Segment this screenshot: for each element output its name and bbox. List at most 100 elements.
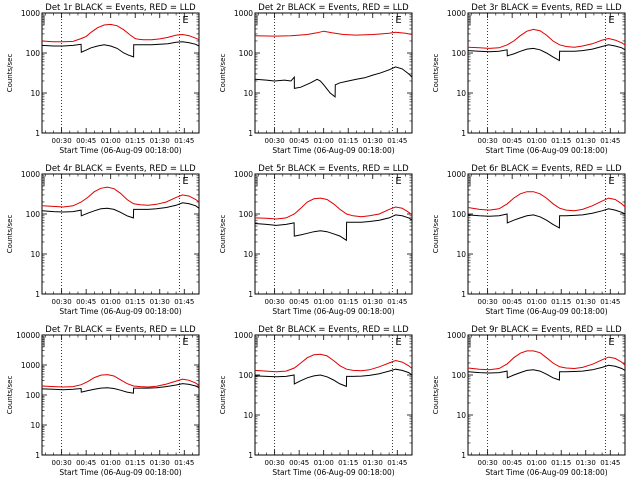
chart-7: Det 7r BLACK = Events, RED = LLD 1 10 100 10… bbox=[6, 325, 200, 477]
lld-series-line bbox=[41, 374, 200, 388]
x-tick-label: 01:45 bbox=[387, 137, 407, 145]
x-tick-label: 00:30 bbox=[478, 137, 498, 145]
y-axis-label: Counts/sec bbox=[6, 54, 14, 93]
y-tick-label: 1 bbox=[461, 451, 466, 460]
lld-series-line bbox=[254, 197, 413, 220]
x-tick-label: 01:15 bbox=[551, 459, 571, 467]
lld-series-line bbox=[254, 30, 413, 37]
y-tick-label: 10 bbox=[456, 411, 466, 420]
x-tick-label: 01:30 bbox=[576, 459, 596, 467]
y-axis-label: Counts/sec bbox=[219, 376, 227, 415]
x-tick-label: 00:45 bbox=[502, 459, 522, 467]
y-tick-label: 100 bbox=[26, 210, 41, 219]
x-tick-label: 00:30 bbox=[265, 137, 285, 145]
x-tick-label: 01:30 bbox=[150, 459, 170, 467]
y-tick-label: 1000 bbox=[447, 170, 466, 179]
chart-title: Det 9r BLACK = Events, RED = LLD bbox=[471, 325, 622, 335]
chart-2: Det 2r BLACK = Events, RED = LLD 1 10 100 10… bbox=[219, 3, 413, 155]
events-series-line bbox=[41, 202, 200, 219]
x-axis-label: Start Time (06-Aug-09 00:18:00) bbox=[485, 146, 607, 155]
x-tick-label: 00:45 bbox=[289, 298, 309, 306]
plot-frame bbox=[41, 12, 200, 134]
event-marker-label: E bbox=[182, 176, 188, 187]
x-tick-label: 00:45 bbox=[289, 137, 309, 145]
y-tick-label: 10 bbox=[243, 250, 253, 259]
y-tick-label: 1 bbox=[35, 129, 40, 138]
x-tick-label: 01:45 bbox=[174, 137, 194, 145]
plot-frame bbox=[254, 334, 413, 456]
y-tick-label: 10 bbox=[30, 89, 40, 98]
y-tick-label: 10 bbox=[243, 89, 253, 98]
chart-title: Det 4r BLACK = Events, RED = LLD bbox=[45, 164, 196, 174]
x-tick-label: 00:45 bbox=[76, 298, 96, 306]
x-tick-label: 01:15 bbox=[551, 298, 571, 306]
y-tick-label: 100 bbox=[26, 49, 41, 58]
y-tick-label: 1 bbox=[35, 451, 40, 460]
x-tick-label: 01:00 bbox=[527, 298, 547, 306]
x-tick-label: 01:00 bbox=[101, 298, 121, 306]
x-tick-label: 00:45 bbox=[76, 137, 96, 145]
chart-5: Det 5r BLACK = Events, RED = LLD 1 10 100 10… bbox=[219, 164, 413, 316]
event-marker-label: E bbox=[395, 15, 401, 26]
events-series-line bbox=[41, 383, 200, 394]
x-tick-label: 00:30 bbox=[478, 459, 498, 467]
x-tick-label: 01:15 bbox=[338, 137, 358, 145]
x-tick-label: 00:45 bbox=[502, 298, 522, 306]
lld-series-line bbox=[41, 23, 200, 43]
x-tick-label: 01:00 bbox=[527, 137, 547, 145]
x-axis-label: Start Time (06-Aug-09 00:18:00) bbox=[59, 146, 181, 155]
y-tick-label: 1 bbox=[461, 129, 466, 138]
y-tick-label: 100 bbox=[452, 210, 467, 219]
lld-series-line bbox=[467, 350, 626, 371]
y-tick-label: 1000 bbox=[447, 9, 466, 18]
y-tick-label: 10 bbox=[456, 89, 466, 98]
y-tick-label: 100 bbox=[239, 371, 254, 380]
event-marker-label: E bbox=[608, 337, 614, 348]
events-series-line bbox=[467, 208, 626, 229]
y-axis-label: Counts/sec bbox=[219, 54, 227, 93]
x-tick-label: 01:45 bbox=[600, 137, 620, 145]
event-marker-label: E bbox=[182, 337, 188, 348]
x-tick-label: 01:30 bbox=[363, 137, 383, 145]
x-tick-label: 01:00 bbox=[314, 459, 334, 467]
chart-title: Det 3r BLACK = Events, RED = LLD bbox=[471, 3, 622, 13]
y-tick-label: 1000 bbox=[447, 331, 466, 340]
chart-title: Det 1r BLACK = Events, RED = LLD bbox=[45, 3, 196, 13]
chart-9: Det 9r BLACK = Events, RED = LLD 1 10 100 10… bbox=[432, 325, 626, 477]
x-tick-label: 00:45 bbox=[76, 459, 96, 467]
chart-1: Det 1r BLACK = Events, RED = LLD 1 10 100 10… bbox=[6, 3, 200, 155]
lld-series-line bbox=[467, 191, 626, 212]
y-tick-label: 1 bbox=[248, 451, 253, 460]
x-tick-label: 01:00 bbox=[314, 298, 334, 306]
y-axis-label: Counts/sec bbox=[432, 376, 440, 415]
plot-frame bbox=[254, 173, 413, 295]
x-tick-label: 01:45 bbox=[600, 298, 620, 306]
x-tick-label: 00:30 bbox=[52, 137, 72, 145]
plot-frame bbox=[254, 12, 413, 134]
x-tick-label: 01:30 bbox=[150, 137, 170, 145]
x-tick-label: 01:30 bbox=[363, 459, 383, 467]
y-tick-label: 100 bbox=[239, 210, 254, 219]
x-tick-label: 01:15 bbox=[125, 298, 145, 306]
x-tick-label: 01:30 bbox=[150, 298, 170, 306]
plot-frame bbox=[467, 334, 626, 456]
events-series-line bbox=[254, 214, 413, 242]
y-tick-label: 1000 bbox=[234, 331, 253, 340]
x-tick-label: 01:45 bbox=[600, 459, 620, 467]
plot-frame bbox=[467, 12, 626, 134]
y-tick-label: 100 bbox=[239, 49, 254, 58]
x-axis-label: Start Time (06-Aug-09 00:18:00) bbox=[272, 468, 394, 477]
x-axis-label: Start Time (06-Aug-09 00:18:00) bbox=[485, 468, 607, 477]
x-tick-label: 00:45 bbox=[502, 137, 522, 145]
event-marker-label: E bbox=[395, 176, 401, 187]
x-tick-label: 01:15 bbox=[338, 459, 358, 467]
x-axis-label: Start Time (06-Aug-09 00:18:00) bbox=[272, 146, 394, 155]
x-tick-label: 01:45 bbox=[174, 459, 194, 467]
event-marker-label: E bbox=[608, 15, 614, 26]
x-tick-label: 01:45 bbox=[387, 298, 407, 306]
chart-6: Det 6r BLACK = Events, RED = LLD 1 10 100 10… bbox=[432, 164, 626, 316]
x-tick-label: 01:45 bbox=[387, 459, 407, 467]
events-series-line bbox=[254, 368, 413, 388]
events-series-line bbox=[254, 66, 413, 98]
